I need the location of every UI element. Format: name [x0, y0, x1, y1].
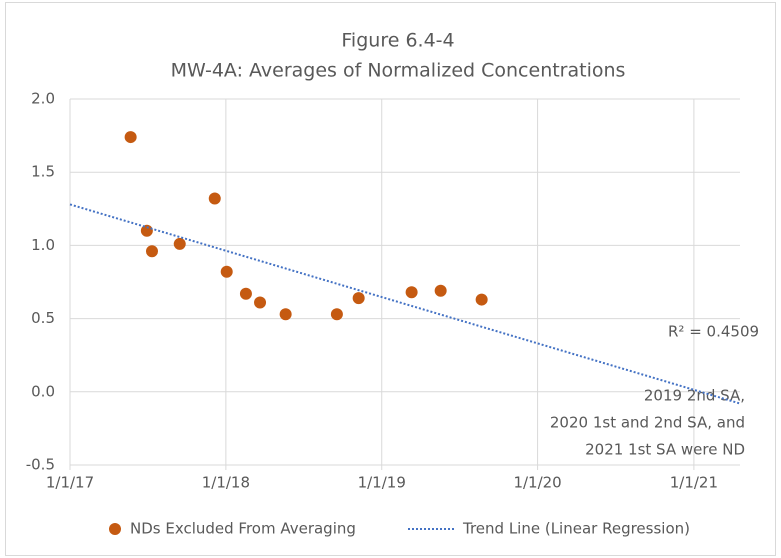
chart-subtitle: MW-4A: Averages of Normalized Concentrat… [171, 60, 626, 82]
x-tick-label: 1/1/19 [358, 474, 406, 492]
point [279, 308, 292, 321]
annotation: 2019 2nd SA, [644, 387, 745, 405]
annotation: 2021 1st SA were ND [585, 441, 745, 459]
annotation: R² = 0.4509 [668, 323, 759, 341]
y-tick-label: 1.5 [31, 163, 55, 181]
x-tick-label: 1/1/17 [46, 474, 94, 492]
point [239, 287, 252, 300]
y-tick-label: 2.0 [31, 90, 55, 108]
chart-title: Figure 6.4-4 [341, 30, 454, 52]
y-tick-label: 0.0 [31, 382, 55, 400]
legend-label: Trend Line (Linear Regression) [462, 520, 690, 538]
x-tick-label: 1/1/20 [513, 474, 561, 492]
point [220, 265, 233, 278]
point [434, 284, 447, 297]
point [405, 286, 418, 299]
trend-line [69, 203, 741, 405]
point [330, 308, 343, 321]
x-tick-label: 1/1/21 [670, 474, 718, 492]
point [352, 292, 365, 305]
point [173, 237, 186, 250]
point [208, 192, 221, 205]
y-tick-label: 0.5 [31, 309, 55, 327]
annotation: 2020 1st and 2nd SA, and [550, 414, 745, 432]
y-tick-label: 1.0 [31, 236, 55, 254]
point [145, 245, 158, 258]
point [254, 296, 267, 309]
legend-label: NDs Excluded From Averaging [130, 520, 356, 538]
y-tick-label: -0.5 [26, 456, 55, 474]
point [475, 293, 488, 306]
x-tick-label: 1/1/18 [202, 474, 250, 492]
point [140, 224, 153, 237]
point [124, 131, 137, 144]
chart-border [5, 2, 776, 556]
legend-marker [109, 523, 121, 535]
